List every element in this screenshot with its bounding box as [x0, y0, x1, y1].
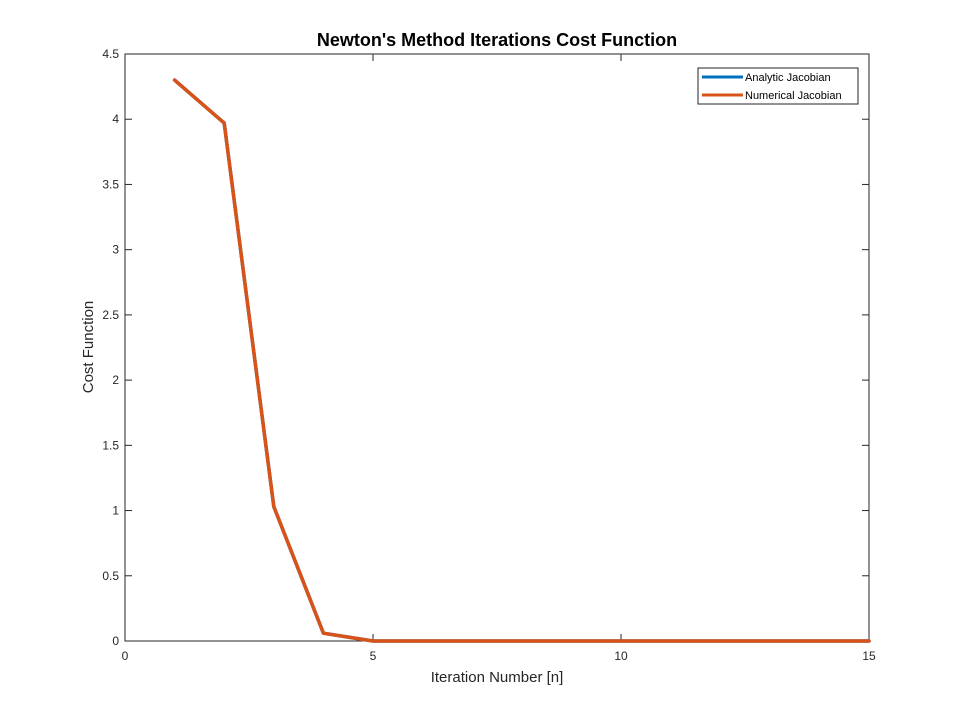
- x-tick-label: 10: [614, 649, 628, 663]
- plot-area: [124, 53, 870, 642]
- x-tick-label: 0: [122, 649, 129, 663]
- y-tick-label: 3.5: [102, 177, 119, 191]
- legend-label-analytic-jacobian: Analytic Jacobian: [745, 72, 831, 84]
- series-lines: [172, 78, 871, 643]
- tick-labels: 0 5 10 15 0 0.5 1 1.5 2 2.5 3 3.5 4 4.5: [102, 47, 876, 663]
- y-tick-label: 3: [112, 243, 119, 257]
- y-axis-label: Cost Function: [80, 301, 97, 394]
- y-tick-label: 4.5: [102, 47, 119, 61]
- chart-title: Newton's Method Iterations Cost Function: [317, 30, 677, 50]
- y-tick-label: 2: [112, 373, 119, 387]
- y-tick-label: 4: [112, 112, 119, 126]
- y-tick-label: 0.5: [102, 569, 119, 583]
- series-line-numerical-jacobian: [172, 78, 871, 643]
- x-tick-label: 5: [370, 649, 377, 663]
- ticks: [124, 53, 870, 642]
- legend-box: [697, 67, 859, 105]
- legend: Analytic Jacobian Numerical Jacobian: [697, 67, 859, 105]
- legend-label-numerical-jacobian: Numerical Jacobian: [745, 90, 842, 102]
- x-axis-label: Iteration Number [n]: [431, 669, 564, 686]
- y-tick-label: 2.5: [102, 308, 119, 322]
- y-tick-label: 0: [112, 634, 119, 648]
- y-tick-label: 1: [112, 504, 119, 518]
- x-tick-label: 15: [862, 649, 876, 663]
- y-tick-label: 1.5: [102, 438, 119, 452]
